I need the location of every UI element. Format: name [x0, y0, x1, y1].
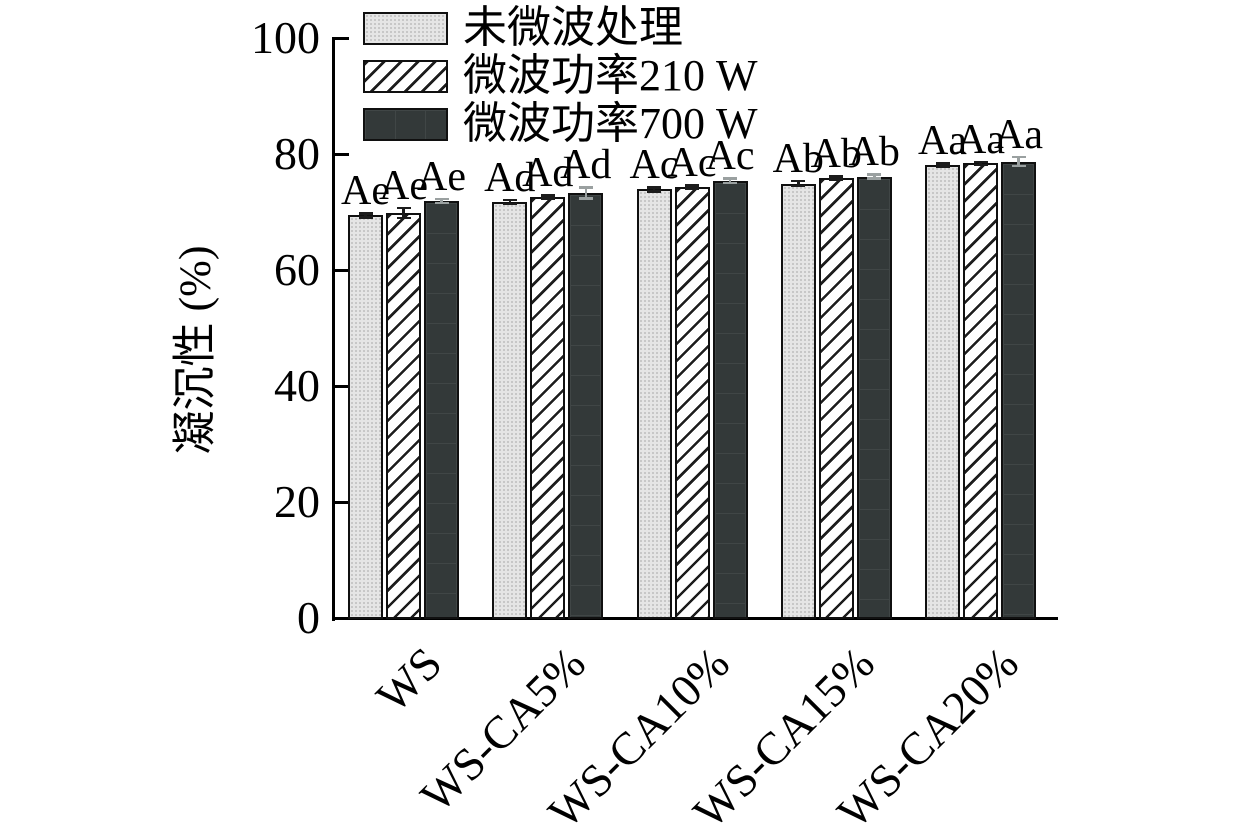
bar: [348, 215, 383, 619]
significance-label: Ae: [379, 162, 428, 209]
error-bar-cap-top: [867, 173, 882, 176]
legend-swatch-microwave-210w: [363, 59, 448, 93]
bar: [1001, 161, 1036, 619]
bar: [925, 165, 960, 619]
error-bar-line: [835, 176, 838, 180]
significance-label: Ac: [629, 142, 679, 189]
error-bar-cap-top: [829, 175, 844, 178]
y-tick: [335, 153, 349, 156]
error-bar-cap-bottom: [723, 181, 737, 184]
bar: [424, 200, 459, 619]
error-bar-cap-top: [685, 184, 699, 187]
error-bar-line: [508, 199, 511, 205]
y-axis-title-wrap: 凝沉性 (%): [155, 20, 225, 680]
error-bar-cap-bottom: [578, 197, 593, 200]
significance-label: Ad: [484, 154, 536, 201]
significance-label: Aa: [956, 116, 1005, 163]
x-tick-label: WS: [366, 637, 451, 723]
error-bar-line: [584, 187, 587, 199]
legend-swatch-microwave-700w: [363, 107, 448, 141]
bar: [674, 187, 710, 619]
error-bar-cap-top: [358, 212, 373, 215]
legend-item: 微波功率210 W: [363, 51, 758, 100]
significance-label: Ad: [522, 150, 574, 197]
significance-label: Ac: [705, 133, 755, 180]
error-bar-line: [1017, 156, 1020, 167]
y-tick-label: 60: [274, 244, 320, 295]
y-tick: [335, 269, 349, 272]
error-bar-cap-bottom: [867, 177, 882, 180]
significance-label: Ae: [417, 153, 466, 200]
error-bar-line: [440, 198, 443, 204]
y-tick-label: 100: [251, 12, 320, 63]
error-bar-cap-bottom: [1011, 164, 1026, 168]
error-bar-line: [364, 213, 367, 218]
significance-label: Ab: [810, 131, 862, 178]
error-bar-cap-top: [973, 160, 988, 164]
error-bar-cap-top: [647, 186, 661, 189]
error-bar-cap-bottom: [973, 163, 988, 167]
bar: [856, 176, 892, 619]
error-bar-cap-top: [502, 198, 517, 202]
y-tick: [335, 385, 349, 388]
significance-label: Aa: [994, 111, 1043, 158]
significance-label: Ae: [341, 168, 390, 215]
legend-item: 微波功率700 W: [363, 99, 758, 148]
significance-label: Ad: [560, 142, 612, 189]
y-tick: [335, 501, 349, 504]
error-bar-line: [797, 180, 800, 187]
y-tick-label: 0: [297, 592, 320, 643]
error-bar-line: [546, 195, 549, 199]
error-bar-line: [873, 174, 876, 179]
error-bar-line: [979, 161, 982, 165]
significance-label: Aa: [918, 118, 967, 165]
error-bar-cap-bottom: [791, 184, 806, 188]
error-bar-cap-bottom: [434, 201, 449, 205]
significance-label: Ab: [848, 129, 900, 176]
error-bar-cap-top: [578, 186, 593, 189]
significance-label: Ac: [667, 140, 717, 187]
legend-swatch-untreated: [363, 11, 448, 45]
bar: [818, 177, 854, 619]
y-tick: [335, 37, 349, 40]
legend-label: 微波功率700 W: [463, 99, 758, 148]
error-bar-line: [402, 207, 405, 219]
legend-label: 未微波处理: [463, 3, 683, 52]
bar: [712, 180, 748, 619]
bar: [386, 213, 421, 619]
bar: [530, 196, 566, 619]
error-bar-cap-bottom: [829, 178, 844, 181]
significance-label: Ab: [772, 135, 824, 182]
error-bar-cap-top: [791, 179, 806, 183]
legend-item: 未微波处理: [363, 3, 683, 52]
error-bar-cap-bottom: [396, 216, 411, 220]
error-bar-line: [690, 185, 694, 189]
error-bar-cap-bottom: [647, 190, 661, 193]
error-bar-line: [941, 163, 944, 167]
error-bar-cap-bottom: [540, 197, 555, 200]
error-bar-cap-top: [1011, 155, 1026, 159]
y-tick-label: 20: [274, 476, 320, 527]
bar: [963, 163, 998, 619]
y-tick-label: 40: [274, 360, 320, 411]
error-bar-cap-top: [935, 162, 950, 165]
bar: [568, 192, 604, 619]
error-bar-cap-bottom: [685, 187, 699, 190]
error-bar-cap-bottom: [358, 216, 373, 219]
error-bar-cap-top: [540, 194, 555, 197]
error-bar-cap-top: [396, 206, 411, 210]
y-tick-label: 80: [274, 128, 320, 179]
bar: [492, 202, 528, 619]
error-bar-line: [728, 178, 732, 183]
y-axis-line: [332, 37, 335, 621]
error-bar-cap-bottom: [935, 165, 950, 168]
error-bar-cap-top: [723, 177, 737, 180]
bar: [636, 189, 672, 619]
bar: [780, 183, 816, 619]
error-bar-cap-bottom: [502, 202, 517, 206]
error-bar-cap-top: [434, 197, 449, 201]
error-bar-line: [652, 187, 656, 192]
legend-label: 微波功率210 W: [463, 51, 758, 100]
